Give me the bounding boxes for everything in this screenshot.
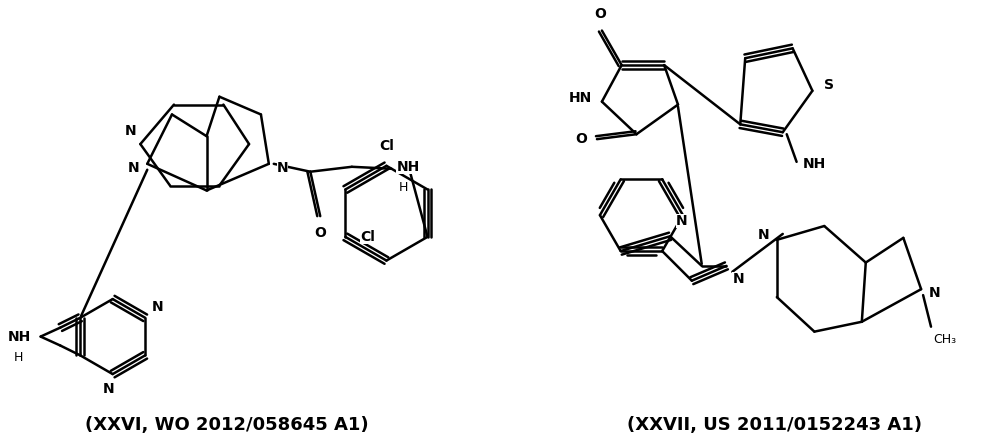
Text: N: N [277,161,288,175]
Text: H: H [14,351,24,365]
Text: O: O [314,226,326,240]
Text: N: N [125,124,136,138]
Text: N: N [103,382,115,396]
Text: N: N [128,161,139,175]
Text: N: N [757,228,769,242]
Text: O: O [575,132,587,146]
Text: N: N [732,272,744,286]
Text: (XXVI, WO 2012/058645 A1): (XXVI, WO 2012/058645 A1) [85,416,368,435]
Text: CH₃: CH₃ [933,333,956,346]
Text: (XXVII, US 2011/0152243 A1): (XXVII, US 2011/0152243 A1) [627,416,922,435]
Text: NH: NH [803,157,826,171]
Text: Cl: Cl [360,230,375,244]
Text: N: N [152,300,164,314]
Text: O: O [594,7,606,21]
Text: H: H [399,181,408,194]
Text: Cl: Cl [379,139,394,153]
Text: NH: NH [396,160,420,174]
Text: S: S [824,78,834,92]
Text: N: N [676,214,688,228]
Text: NH: NH [7,330,31,344]
Text: N: N [929,286,941,300]
Text: HN: HN [569,91,592,105]
